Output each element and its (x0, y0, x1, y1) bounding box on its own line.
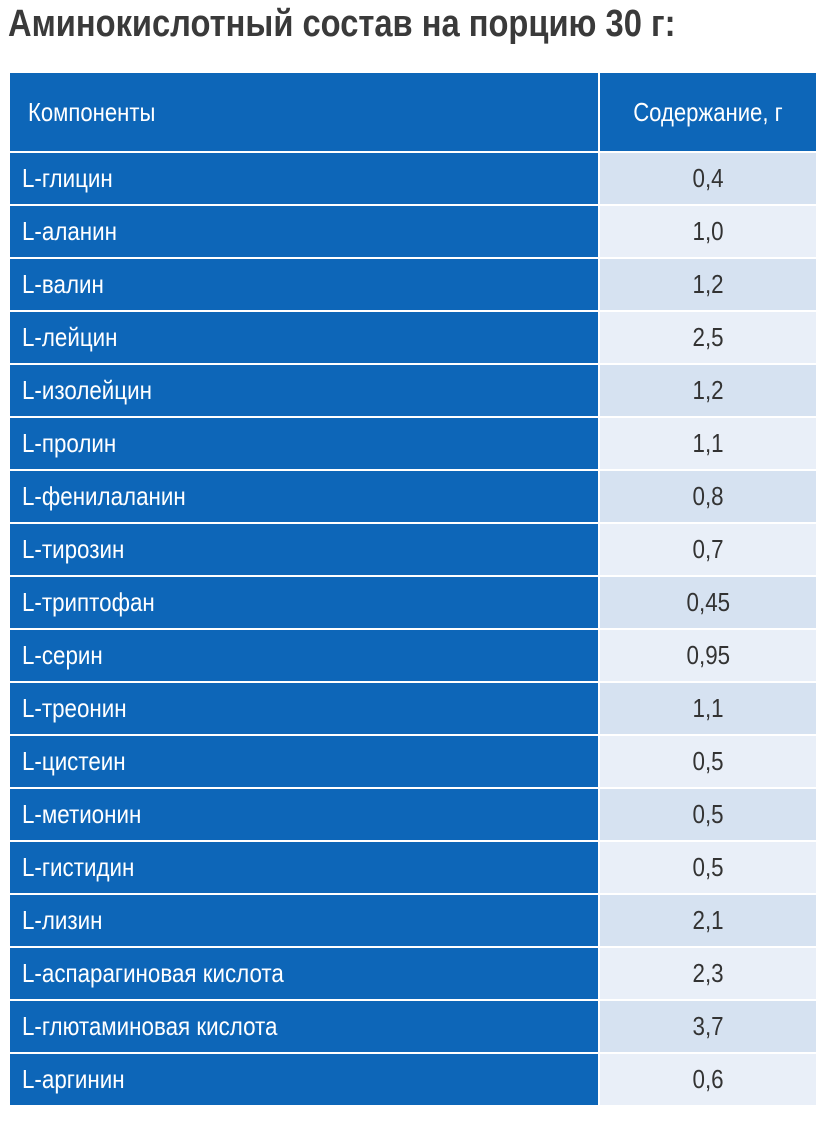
content-value-cell: 0,6 (599, 1053, 816, 1107)
content-value-cell: 0,4 (599, 152, 816, 206)
component-name: L-лейцин (22, 322, 118, 352)
component-name: L-глицин (22, 163, 113, 193)
component-name: L-пролин (22, 428, 117, 458)
component-name-cell: L-треонин (10, 682, 600, 736)
table-body: L-глицин 0,4 L-аланин 1,0 L-валин 1,2 L-лейцин… (10, 152, 816, 1107)
table-row: L-триптофан 0,45 (10, 576, 816, 630)
content-value: 2,1 (692, 905, 724, 935)
content-value: 1,0 (692, 216, 724, 246)
component-name-cell: L-глицин (10, 152, 600, 206)
component-name: L-аргинин (22, 1064, 125, 1094)
component-name-cell: L-гистидин (10, 841, 600, 895)
content-value: 1,2 (692, 269, 724, 299)
table-row: L-гистидин 0,5 (10, 841, 816, 895)
component-name: L-серин (22, 640, 103, 670)
component-name-cell: L-метионин (10, 788, 600, 842)
content-value: 3,7 (692, 1011, 724, 1041)
component-name: L-фенилаланин (22, 481, 186, 511)
content-value: 0,5 (692, 746, 724, 776)
content-value: 0,4 (692, 163, 724, 193)
content-value: 0,5 (692, 852, 724, 882)
column-header-components: Компоненты (10, 73, 600, 153)
content-value-cell: 0,8 (599, 470, 816, 524)
content-value-cell: 2,5 (599, 311, 816, 365)
content-value: 0,7 (692, 534, 724, 564)
component-name-cell: L-аланин (10, 205, 600, 259)
amino-acid-table: Компоненты Содержание, г L-глицин 0,4 L-ал… (10, 73, 816, 1107)
content-value-cell: 3,7 (599, 1000, 816, 1054)
content-value-cell: 1,2 (599, 364, 816, 418)
component-name-cell: L-валин (10, 258, 600, 312)
component-name-cell: L-глютаминовая кислота (10, 1000, 600, 1054)
table-row: L-пролин 1,1 (10, 417, 816, 471)
table-row: L-серин 0,95 (10, 629, 816, 683)
content-value-cell: 1,2 (599, 258, 816, 312)
component-name-cell: L-цистеин (10, 735, 600, 789)
page-title: Аминокислотный состав на порцию 30 г: (8, 3, 676, 45)
column-header-components-label: Компоненты (28, 96, 156, 127)
component-name: L-гистидин (22, 852, 135, 882)
table-row: L-валин 1,2 (10, 258, 816, 312)
component-name-cell: L-фенилаланин (10, 470, 600, 524)
component-name: L-изолейцин (22, 375, 152, 405)
component-name-cell: L-пролин (10, 417, 600, 471)
content-value-cell: 0,95 (599, 629, 816, 683)
component-name-cell: L-лизин (10, 894, 600, 948)
content-value: 0,95 (686, 640, 730, 670)
content-value: 0,8 (692, 481, 724, 511)
table-row: L-аланин 1,0 (10, 205, 816, 259)
component-name: L-глютаминовая кислота (22, 1011, 278, 1041)
content-value: 1,2 (692, 375, 724, 405)
table-row: L-треонин 1,1 (10, 682, 816, 736)
table-row: L-аспарагиновая кислота 2,3 (10, 947, 816, 1001)
content-value: 0,6 (692, 1064, 724, 1094)
component-name-cell: L-изолейцин (10, 364, 600, 418)
content-value-cell: 2,3 (599, 947, 816, 1001)
column-header-content: Содержание, г (599, 73, 816, 153)
component-name: L-тирозин (22, 534, 125, 564)
component-name: L-цистеин (22, 746, 126, 776)
table-row: L-аргинин 0,6 (10, 1053, 816, 1107)
component-name-cell: L-триптофан (10, 576, 600, 630)
component-name: L-аланин (22, 216, 117, 246)
content-value: 2,3 (692, 958, 724, 988)
table-row: L-фенилаланин 0,8 (10, 470, 816, 524)
component-name: L-треонин (22, 693, 127, 723)
content-value: 1,1 (692, 693, 724, 723)
content-value-cell: 2,1 (599, 894, 816, 948)
component-name-cell: L-тирозин (10, 523, 600, 577)
table-row: L-лизин 2,1 (10, 894, 816, 948)
table-row: L-глицин 0,4 (10, 152, 816, 206)
content-value-cell: 1,1 (599, 417, 816, 471)
table-header-row: Компоненты Содержание, г (10, 73, 816, 153)
component-name: L-аспарагиновая кислота (22, 958, 284, 988)
component-name-cell: L-серин (10, 629, 600, 683)
content-value-cell: 0,5 (599, 788, 816, 842)
component-name: L-валин (22, 269, 104, 299)
content-value: 0,45 (686, 587, 730, 617)
content-value: 1,1 (692, 428, 724, 458)
table-row: L-метионин 0,5 (10, 788, 816, 842)
content-value-cell: 0,7 (599, 523, 816, 577)
table-row: L-изолейцин 1,2 (10, 364, 816, 418)
component-name: L-лизин (22, 905, 103, 935)
content-value: 2,5 (692, 322, 724, 352)
component-name-cell: L-лейцин (10, 311, 600, 365)
content-value-cell: 1,0 (599, 205, 816, 259)
component-name-cell: L-аргинин (10, 1053, 600, 1107)
component-name: L-метионин (22, 799, 142, 829)
content-value-cell: 0,45 (599, 576, 816, 630)
content-value: 0,5 (692, 799, 724, 829)
table-row: L-глютаминовая кислота 3,7 (10, 1000, 816, 1054)
component-name: L-триптофан (22, 587, 155, 617)
content-value-cell: 1,1 (599, 682, 816, 736)
content-value-cell: 0,5 (599, 841, 816, 895)
table-row: L-цистеин 0,5 (10, 735, 816, 789)
component-name-cell: L-аспарагиновая кислота (10, 947, 600, 1001)
content-value-cell: 0,5 (599, 735, 816, 789)
table-row: L-тирозин 0,7 (10, 523, 816, 577)
table-row: L-лейцин 2,5 (10, 311, 816, 365)
column-header-content-label: Содержание, г (633, 96, 783, 127)
